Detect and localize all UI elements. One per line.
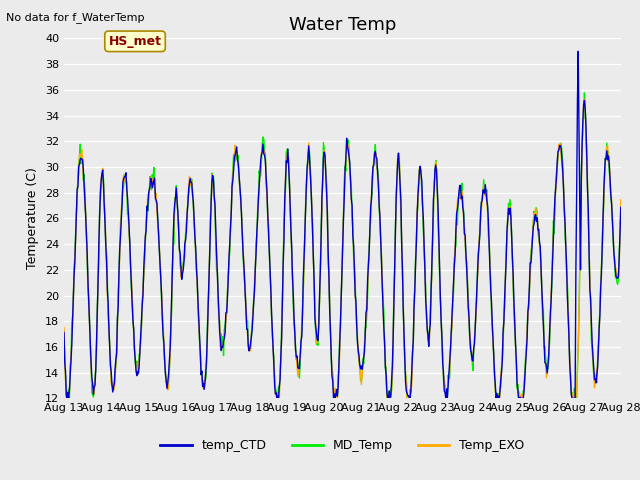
Temp_EXO bbox=[214, 294, 222, 300]
Temp_EXO bbox=[617, 197, 625, 203]
MD_Temp bbox=[580, 90, 588, 96]
Temp_EXO bbox=[428, 297, 435, 303]
MD_Temp bbox=[63, 396, 70, 401]
Line: Temp_EXO: Temp_EXO bbox=[64, 99, 621, 398]
MD_Temp bbox=[60, 333, 68, 339]
temp_CTD bbox=[428, 288, 435, 293]
Temp_EXO bbox=[60, 324, 68, 330]
MD_Temp bbox=[411, 281, 419, 287]
Temp_EXO bbox=[580, 96, 588, 102]
MD_Temp bbox=[428, 285, 435, 291]
MD_Temp bbox=[128, 292, 136, 298]
temp_CTD bbox=[411, 287, 419, 292]
temp_CTD bbox=[128, 300, 136, 306]
Y-axis label: Temperature (C): Temperature (C) bbox=[26, 168, 39, 269]
temp_CTD bbox=[71, 259, 79, 265]
temp_CTD bbox=[214, 292, 222, 298]
Temp_EXO bbox=[185, 187, 193, 192]
Text: No data for f_WaterTemp: No data for f_WaterTemp bbox=[6, 12, 145, 23]
MD_Temp bbox=[185, 192, 193, 197]
Legend: temp_CTD, MD_Temp, Temp_EXO: temp_CTD, MD_Temp, Temp_EXO bbox=[156, 434, 529, 457]
temp_CTD bbox=[60, 330, 68, 336]
MD_Temp bbox=[214, 289, 222, 295]
Line: MD_Temp: MD_Temp bbox=[64, 93, 621, 398]
temp_CTD bbox=[574, 48, 582, 54]
temp_CTD bbox=[185, 186, 193, 192]
temp_CTD bbox=[65, 396, 72, 401]
Title: Water Temp: Water Temp bbox=[289, 16, 396, 34]
MD_Temp bbox=[617, 208, 625, 214]
MD_Temp bbox=[71, 252, 79, 258]
Temp_EXO bbox=[411, 288, 419, 294]
temp_CTD bbox=[617, 204, 625, 210]
Temp_EXO bbox=[63, 396, 71, 401]
Temp_EXO bbox=[128, 292, 136, 298]
Line: temp_CTD: temp_CTD bbox=[64, 51, 621, 398]
Text: HS_met: HS_met bbox=[109, 35, 161, 48]
Temp_EXO bbox=[71, 253, 79, 259]
